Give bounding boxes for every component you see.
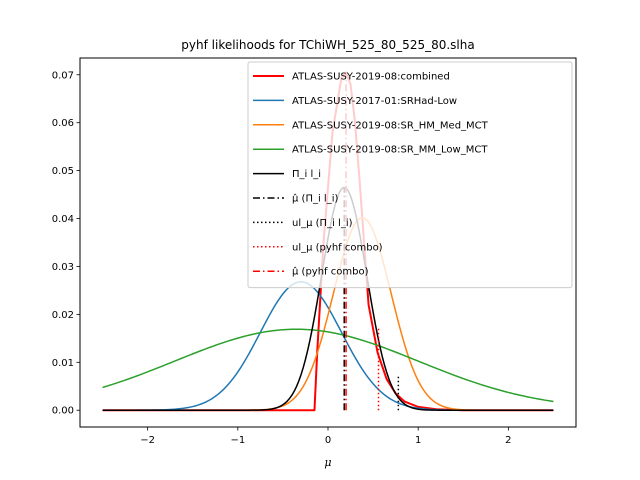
legend-label-atlas-susy-2019-08-combined: ATLAS-SUSY-2019-08:combined — [292, 72, 450, 83]
x-tick-label: 1 — [415, 435, 421, 446]
x-tick-label: −1 — [230, 435, 245, 446]
y-tick-label: 0.06 — [52, 118, 74, 129]
y-tick-label: 0.04 — [52, 214, 74, 225]
legend-label-pyhf-combo: μ̂ (pyhf combo) — [292, 266, 369, 278]
x-axis-label: μ — [324, 456, 331, 469]
legend: ATLAS-SUSY-2019-08:combined ATLAS-SUSY-20… — [247, 61, 573, 289]
y-tick-label: 0.05 — [52, 166, 74, 177]
x-tick-label: −2 — [140, 435, 155, 446]
legend-label-ul-pyhf-combo: ul_μ (pyhf combo) — [292, 242, 383, 253]
legend-label-ul-i-l-i: ul_μ (Π_i l_i) — [292, 218, 353, 229]
x-tick-label: 2 — [505, 435, 511, 446]
legend-box — [247, 61, 573, 289]
series-line-3 — [102, 328, 554, 403]
legend-label-i-l-i: Π_i l_i — [292, 169, 321, 180]
y-tick-label: 0.01 — [52, 358, 74, 369]
x-tick-label: 0 — [325, 435, 331, 446]
legend-label-atlas-susy-2019-08-sr-hm-med-mct: ATLAS-SUSY-2019-08:SR_HM_Med_MCT — [292, 120, 489, 131]
y-tick-label: 0.02 — [52, 310, 74, 321]
y-tick-label: 0.03 — [52, 262, 74, 273]
y-axis: 0.00 0.01 0.02 0.03 0.04 0.05 0.06 0.07 — [52, 70, 80, 417]
legend-label-atlas-susy-2019-08-sr-mm-low-mct: ATLAS-SUSY-2019-08:SR_MM_Low_MCT — [292, 145, 488, 156]
x-axis: −2 −1 0 1 2 — [140, 427, 512, 446]
y-tick-label: 0.07 — [52, 70, 74, 81]
legend-label-atlas-susy-2017-01-srhad-low: ATLAS-SUSY-2017-01:SRHad-Low — [292, 96, 457, 107]
legend-label-i-l-i: μ̂ (Π_i l_i) — [292, 193, 338, 205]
chart-title: pyhf likelihoods for TChiWH_525_80_525_8… — [181, 38, 474, 52]
y-tick-label: 0.00 — [52, 406, 74, 417]
